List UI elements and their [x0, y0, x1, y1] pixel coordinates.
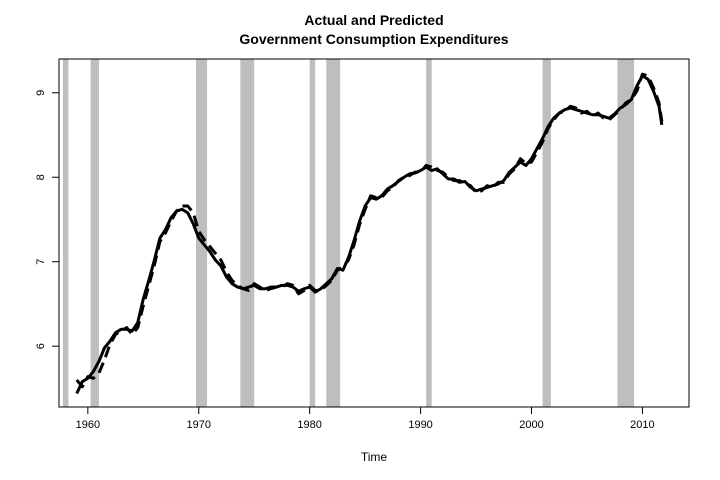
x-tick-label-1990: 1990 — [408, 419, 432, 431]
plot-area-frame — [58, 58, 690, 408]
series-lines — [75, 72, 664, 395]
x-tick-label-1970: 1970 — [187, 419, 211, 431]
recession-band-1 — [90, 59, 99, 407]
x-tick-label-1980: 1980 — [297, 419, 321, 431]
recession-band-6 — [426, 59, 432, 407]
x-axis-label: Time — [361, 450, 388, 464]
chart-title-line-1: Actual and Predicted — [304, 12, 443, 28]
recession-bands — [62, 59, 635, 407]
recession-band-8 — [617, 59, 635, 407]
recession-band-4 — [309, 59, 316, 407]
x-tick-label-2000: 2000 — [519, 419, 543, 431]
x-tick-label-2010: 2010 — [630, 419, 654, 431]
x-axis: 1960 1970 1980 1990 2000 2010 — [76, 406, 655, 431]
y-tick-label-6: 6 — [35, 343, 47, 349]
recession-band-3 — [240, 59, 255, 407]
recession-band-5 — [326, 59, 341, 407]
chart-title-line-2: Government Consumption Expenditures — [239, 31, 508, 47]
y-tick-label-7: 7 — [35, 259, 47, 265]
recession-band-0 — [62, 59, 69, 407]
y-tick-label-8: 8 — [35, 174, 47, 180]
x-tick-label-1960: 1960 — [76, 419, 100, 431]
y-tick-label-9: 9 — [35, 90, 47, 96]
y-axis: 6 7 8 9 — [35, 90, 60, 349]
series-line-dashed — [75, 72, 664, 389]
recession-band-7 — [542, 59, 551, 407]
series-line-solid — [75, 74, 664, 395]
